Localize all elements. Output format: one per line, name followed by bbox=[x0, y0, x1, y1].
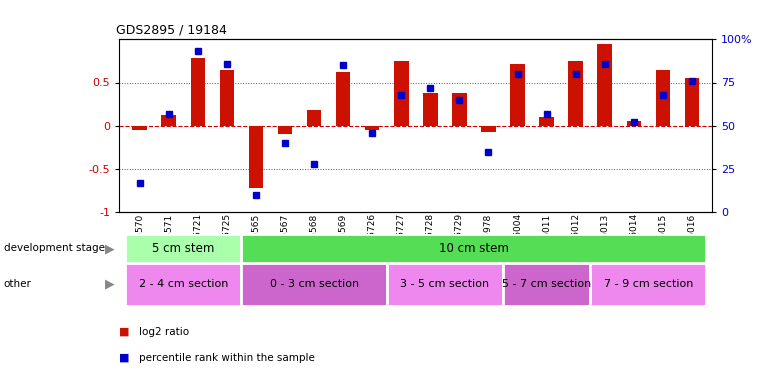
Bar bbox=[627, 122, 641, 126]
Text: log2 ratio: log2 ratio bbox=[139, 327, 189, 337]
Bar bbox=[598, 44, 612, 126]
Bar bbox=[306, 110, 321, 126]
Bar bbox=[336, 72, 350, 126]
Text: ■: ■ bbox=[119, 353, 130, 363]
Bar bbox=[132, 126, 147, 130]
Bar bbox=[162, 115, 176, 126]
Bar bbox=[365, 126, 380, 130]
Text: development stage: development stage bbox=[4, 243, 105, 254]
Text: other: other bbox=[4, 279, 32, 289]
Text: 2 - 4 cm section: 2 - 4 cm section bbox=[139, 279, 228, 289]
Text: 5 cm stem: 5 cm stem bbox=[152, 242, 215, 255]
Bar bbox=[394, 61, 409, 126]
Bar bbox=[219, 70, 234, 126]
Text: percentile rank within the sample: percentile rank within the sample bbox=[139, 353, 314, 363]
Text: 3 - 5 cm section: 3 - 5 cm section bbox=[400, 279, 490, 289]
Bar bbox=[511, 63, 525, 126]
Bar bbox=[126, 234, 242, 262]
Bar bbox=[568, 61, 583, 126]
Bar bbox=[387, 262, 503, 306]
Text: ▶: ▶ bbox=[105, 278, 114, 291]
Text: 7 - 9 cm section: 7 - 9 cm section bbox=[604, 279, 693, 289]
Text: ■: ■ bbox=[119, 327, 130, 337]
Text: ▶: ▶ bbox=[105, 242, 114, 255]
Bar bbox=[249, 126, 263, 188]
Bar bbox=[655, 70, 670, 126]
Bar bbox=[685, 78, 699, 126]
Bar bbox=[242, 234, 706, 262]
Bar bbox=[590, 262, 706, 306]
Bar bbox=[503, 262, 590, 306]
Text: GDS2895 / 19184: GDS2895 / 19184 bbox=[116, 24, 227, 37]
Bar bbox=[126, 262, 242, 306]
Bar bbox=[452, 93, 467, 126]
Bar bbox=[423, 93, 437, 126]
Bar bbox=[242, 262, 387, 306]
Text: 5 - 7 cm section: 5 - 7 cm section bbox=[502, 279, 591, 289]
Bar bbox=[278, 126, 293, 134]
Text: 0 - 3 cm section: 0 - 3 cm section bbox=[270, 279, 359, 289]
Bar bbox=[190, 58, 205, 126]
Text: 10 cm stem: 10 cm stem bbox=[439, 242, 509, 255]
Bar bbox=[539, 117, 554, 126]
Bar bbox=[481, 126, 496, 132]
